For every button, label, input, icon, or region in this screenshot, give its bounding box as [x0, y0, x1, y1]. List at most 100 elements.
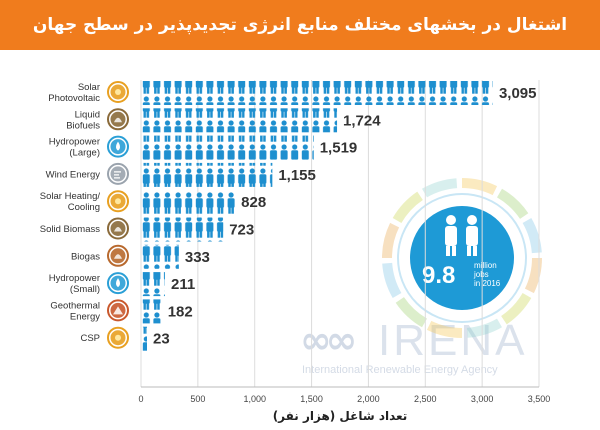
irena-logo-icon: ∞∞	[300, 318, 357, 362]
inset-ring-segment	[426, 320, 462, 338]
sun-icon	[115, 334, 121, 341]
bar	[141, 108, 338, 133]
x-tick-label: 2,000	[357, 394, 380, 404]
x-tick-label: 1,500	[300, 394, 323, 404]
category-label: Geothermal Energy	[50, 300, 100, 322]
header-bar: اشتغال در بخشهای مختلف منابع انرژی تجدید…	[0, 0, 600, 50]
watermark-name: IRENA	[378, 316, 528, 365]
category-label: Hydropower (Small)	[49, 273, 100, 295]
leaf-icon	[114, 227, 122, 232]
bar	[141, 272, 165, 297]
watermark-subtitle: International Renewable Energy Agency	[302, 364, 498, 376]
category-label-line: Wind Energy	[46, 169, 101, 180]
inset-ring-segment	[497, 188, 529, 219]
x-tick-label: 3,500	[528, 394, 551, 404]
value-label: 211	[171, 276, 195, 293]
chart-row: Hydropower (Large) 1,519	[49, 135, 358, 160]
inset-ring-segment	[522, 218, 542, 254]
inset-caption: jobs	[473, 270, 489, 279]
value-label: 182	[168, 303, 193, 320]
inset-ring-segment	[382, 262, 402, 298]
worker-figure-icon	[446, 215, 456, 225]
category-label-line: Geothermal	[50, 300, 100, 311]
inset-caption: in 2016	[474, 279, 501, 288]
category-label-line: Hydropower	[49, 137, 100, 148]
inset-ring-segment	[524, 258, 542, 294]
bar	[141, 162, 273, 187]
leaf-icon	[114, 254, 122, 259]
chart-row: Biogas 333	[71, 244, 210, 269]
inset-caption: million	[474, 261, 497, 270]
category-label: Liquid Biofuels	[66, 109, 100, 131]
value-label: 1,155	[278, 167, 316, 184]
category-label-line: Solid Biomass	[40, 224, 100, 235]
x-axis-label: تعداد شاغل (هزار نفر)	[273, 409, 408, 423]
category-label-line: (Small)	[70, 284, 100, 295]
inset-ring-segment	[462, 178, 498, 196]
value-label: 828	[241, 194, 266, 211]
category-label-line: (Large)	[69, 148, 100, 159]
bar	[141, 244, 179, 269]
value-label: 1,519	[320, 140, 358, 157]
chart-title: اشتغال در بخشهای مختلف منابع انرژی تجدید…	[32, 15, 568, 35]
inset-ring-segment	[422, 178, 458, 198]
value-label: 1,724	[343, 112, 381, 129]
value-label: 23	[153, 331, 170, 348]
category-label: Wind Energy	[46, 169, 101, 180]
category-label: CSP	[80, 333, 100, 344]
x-tick-label: 3,000	[471, 394, 494, 404]
sun-icon	[115, 198, 121, 205]
chart-row: Solar Heating/Cooling 828	[40, 190, 266, 215]
inset-value: 9.8	[422, 262, 455, 289]
worker-figure-icon	[466, 226, 478, 246]
inset-ring-segment	[466, 318, 502, 338]
category-label-line: Energy	[70, 311, 100, 322]
value-label: 333	[185, 249, 210, 266]
wind-icon	[110, 166, 126, 182]
category-label-line: Solar	[78, 82, 100, 93]
chart-row: CSP 23	[80, 326, 170, 351]
chart-row: Solar Photovoltaic 3,095	[48, 81, 536, 105]
worker-figure-icon	[445, 226, 457, 246]
bar	[141, 81, 493, 105]
worker-figure-icon	[452, 246, 456, 256]
value-label: 723	[229, 222, 254, 239]
category-label: Biogas	[71, 251, 100, 262]
category-label: Hydropower (Large)	[49, 137, 100, 159]
category-label-line: Liquid	[75, 109, 100, 120]
inset-ring-segment	[392, 191, 423, 223]
wind-icon	[114, 171, 121, 179]
inset-ring-segment	[395, 297, 427, 328]
sun-icon	[115, 89, 121, 95]
inset-ring-outline	[397, 193, 527, 323]
irena-watermark: ∞∞ IRENA International Renewable Energy …	[300, 316, 590, 380]
bar	[141, 217, 224, 242]
chart-row: Geothermal Energy 182	[50, 299, 193, 324]
x-tick-label: 0	[138, 394, 143, 404]
category-label-line: Hydropower	[49, 273, 100, 284]
worker-figure-icon	[473, 246, 477, 256]
category-label-line: Biofuels	[66, 120, 100, 131]
category-label: Solar Heating/Cooling	[40, 191, 101, 213]
category-label-line: Solar Heating/	[40, 191, 101, 202]
x-tick-label: 500	[190, 394, 205, 404]
x-tick-label: 2,500	[414, 394, 437, 404]
chart-row: Liquid Biofuels 1,724	[66, 108, 381, 133]
category-label: Solar Photovoltaic	[48, 82, 100, 104]
bar	[141, 326, 147, 351]
water-drop-icon	[116, 141, 120, 151]
worker-figure-icon	[446, 246, 450, 256]
category-label-line: CSP	[80, 333, 100, 344]
bar	[141, 299, 162, 324]
inset-disc	[410, 206, 514, 310]
chart-row: Solid Biomass 723	[40, 217, 254, 242]
chart-row: Wind Energy 1,155	[46, 162, 316, 187]
chart-row: Hydropower (Small) 211	[49, 272, 195, 297]
inset-ring-segment	[501, 293, 532, 325]
bar	[141, 190, 236, 215]
x-tick-label: 1,000	[243, 394, 266, 404]
worker-figure-icon	[467, 246, 471, 256]
leaf-icon	[114, 117, 122, 123]
